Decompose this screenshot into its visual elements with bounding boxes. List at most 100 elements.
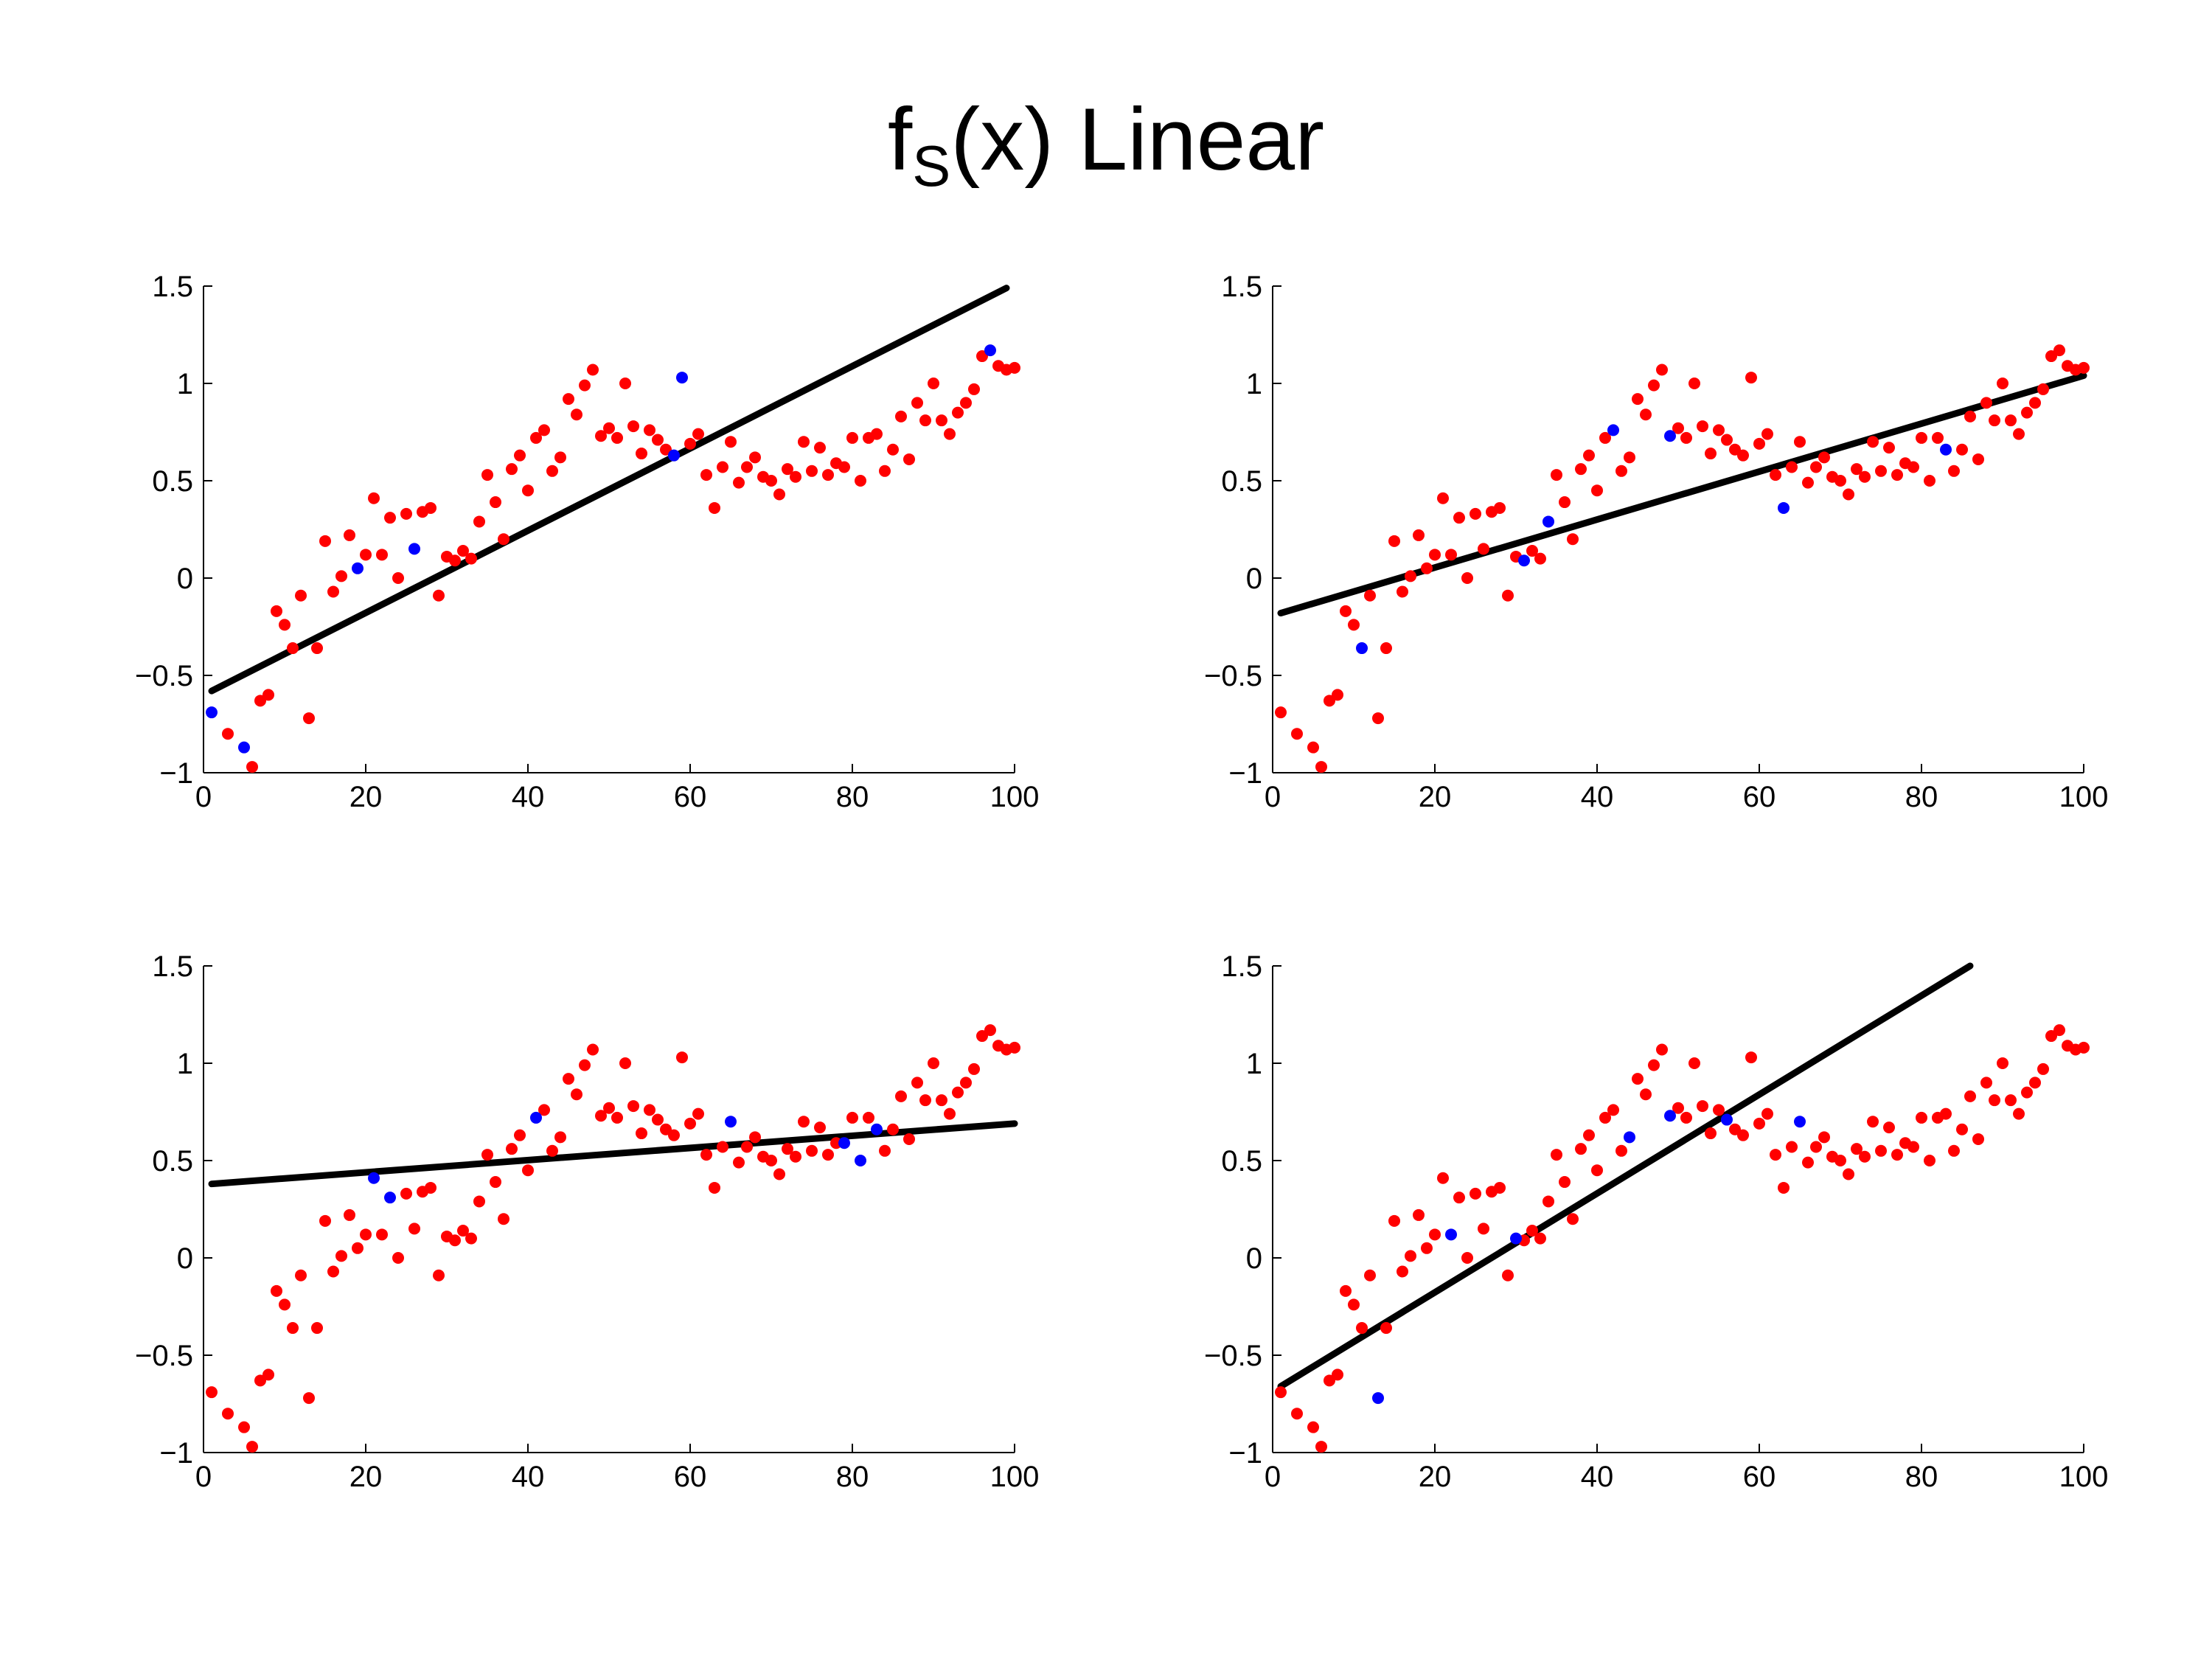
data-point (538, 1104, 550, 1116)
data-point (1461, 1252, 1473, 1264)
data-point (1924, 1155, 1935, 1166)
x-tick-label: 80 (1905, 781, 1938, 813)
title-subscript: S (912, 133, 951, 198)
data-point (319, 1214, 331, 1227)
data-point (1956, 443, 1968, 456)
data-point (1632, 393, 1644, 406)
data-point (344, 529, 355, 541)
data-point (490, 496, 501, 509)
sample-point (238, 741, 250, 754)
data-point (1437, 1172, 1449, 1184)
data-point (1356, 1322, 1368, 1335)
data-point (773, 488, 785, 501)
data-point (603, 422, 615, 434)
data-point (790, 1150, 801, 1163)
data-point (741, 461, 753, 473)
data-point (433, 589, 445, 602)
data-point (1802, 476, 1814, 489)
y-tick-label: 0.5 (1221, 465, 1262, 498)
data-point (2013, 1107, 2025, 1120)
data-point (855, 475, 866, 487)
data-point (919, 414, 931, 427)
data-point (1340, 1284, 1352, 1297)
data-point (206, 1386, 218, 1399)
data-point (903, 1133, 915, 1145)
data-point (1883, 442, 1895, 454)
data-point (554, 1131, 566, 1144)
data-point (2005, 1094, 2017, 1107)
data-point (238, 1421, 250, 1433)
data-point (1843, 1168, 1854, 1180)
data-point (1632, 1073, 1644, 1085)
data-point (1916, 431, 1927, 444)
data-point (627, 1100, 639, 1113)
data-point (1615, 1144, 1627, 1157)
data-point (587, 1043, 599, 1056)
sample-point (1624, 1131, 1635, 1144)
data-point (1478, 543, 1489, 555)
data-point (1429, 1228, 1441, 1241)
data-point (311, 1322, 323, 1335)
data-point (595, 1110, 607, 1122)
data-point (911, 1077, 923, 1089)
data-point (660, 1123, 672, 1135)
data-point (603, 1102, 615, 1114)
data-point (1851, 463, 1863, 476)
data-point (1810, 461, 1822, 473)
sample-point (1721, 1113, 1733, 1126)
data-point (1672, 1102, 1684, 1114)
data-point (1786, 461, 1798, 473)
data-point (1559, 496, 1571, 509)
y-tick-label: −1 (159, 1437, 193, 1470)
data-point (1429, 549, 1441, 561)
data-point (790, 470, 801, 483)
y-tick-label: 1 (177, 1048, 193, 1080)
data-point (1502, 1269, 1514, 1281)
data-point (1924, 475, 1935, 487)
data-point (579, 1059, 591, 1071)
data-point (1470, 507, 1481, 520)
data-point (1315, 761, 1327, 773)
data-point (1575, 1143, 1587, 1155)
data-point (1380, 642, 1392, 655)
data-point (660, 443, 672, 456)
data-point (1624, 451, 1635, 464)
data-point (1867, 1116, 1879, 1128)
subplot-bottom-left: 0 20 40 60 80 100 −1 −0.5 0 0.5 1 1.5 (135, 950, 1039, 1493)
data-point (1851, 1143, 1863, 1155)
data-point (473, 1195, 485, 1208)
data-point (587, 364, 599, 376)
data-point (1859, 470, 1871, 483)
data-point (644, 1104, 655, 1116)
data-point (546, 465, 558, 477)
data-point (1275, 1386, 1287, 1399)
data-point (1697, 420, 1708, 433)
data-point (1607, 1104, 1619, 1116)
x-tick-label: 20 (1419, 1461, 1452, 1493)
data-point (425, 1181, 437, 1194)
data-point (798, 436, 810, 448)
data-point (1583, 449, 1595, 462)
data-point (563, 393, 574, 406)
data-point (360, 549, 372, 561)
data-point (1737, 449, 1749, 462)
data-point (392, 572, 404, 584)
data-point (2029, 397, 2041, 409)
data-point (692, 1107, 704, 1120)
x-tick-label: 60 (1743, 1461, 1776, 1493)
data-point (262, 689, 274, 701)
data-point (1009, 361, 1020, 374)
data-point (1834, 1155, 1846, 1166)
data-point (279, 619, 291, 631)
data-point (1583, 1129, 1595, 1141)
sample-point (352, 562, 364, 574)
data-point (1697, 1100, 1708, 1113)
data-point (1567, 533, 1579, 546)
data-point (2037, 1062, 2049, 1075)
data-point (1729, 1123, 1741, 1135)
sample-point (668, 449, 680, 462)
data-point (960, 397, 972, 409)
data-point (1340, 605, 1352, 617)
data-point (1551, 1149, 1562, 1161)
x-tick-label: 40 (512, 1461, 545, 1493)
